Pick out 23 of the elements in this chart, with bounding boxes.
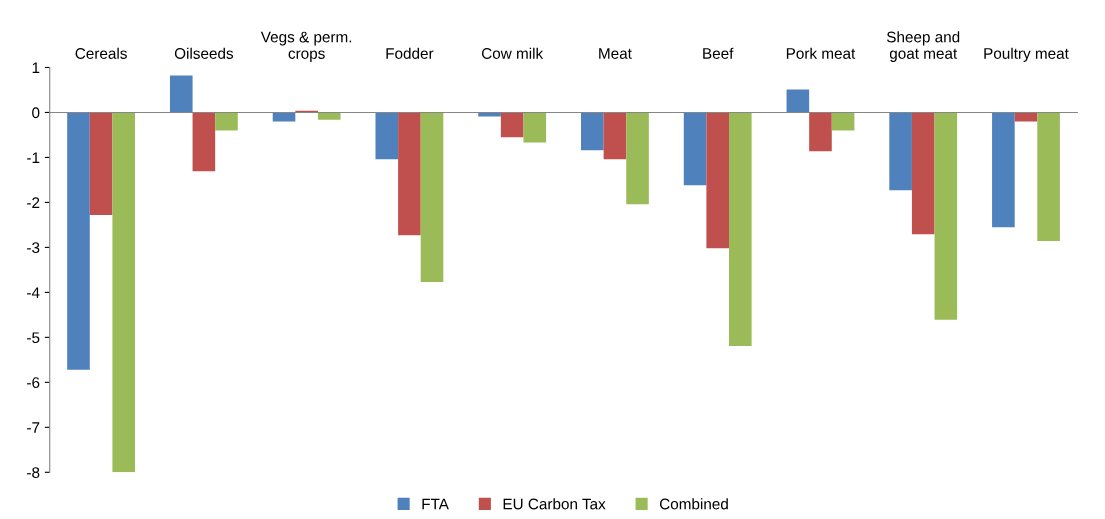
y-tick-label: -5 <box>27 332 40 344</box>
y-tick-label: -2 <box>27 197 40 208</box>
y-tick-label: 1 <box>32 62 40 74</box>
x-tick-label: Cow milk <box>481 47 544 59</box>
y-tick-label: -8 <box>27 467 40 478</box>
x-tick-label: Sheep and goat meat <box>886 31 960 62</box>
x-tick-label: Meat <box>599 48 632 59</box>
legend-label: FTA <box>422 498 449 510</box>
x-tick-label: Beef <box>703 47 734 59</box>
y-tick-label: -3 <box>27 242 40 254</box>
y-tick-label: -1 <box>27 152 40 163</box>
y-tick-label: -4 <box>27 287 40 298</box>
x-tick-label: Poultry meat <box>984 47 1069 62</box>
x-tick-label: Pork meat <box>786 47 856 59</box>
y-tick-label: -6 <box>27 377 40 389</box>
x-tick-label: Fodder <box>386 47 434 59</box>
y-tick-label: -7 <box>27 422 40 433</box>
x-tick-label: Oilseeds <box>174 47 234 59</box>
x-tick-label: Vegs & perm. crops <box>260 31 352 62</box>
legend-label: Combined <box>659 498 728 510</box>
x-tick-label: Cereals <box>75 47 127 59</box>
legend-label: EU Carbon Tax <box>503 498 606 510</box>
y-tick-label: 0 <box>32 107 40 119</box>
